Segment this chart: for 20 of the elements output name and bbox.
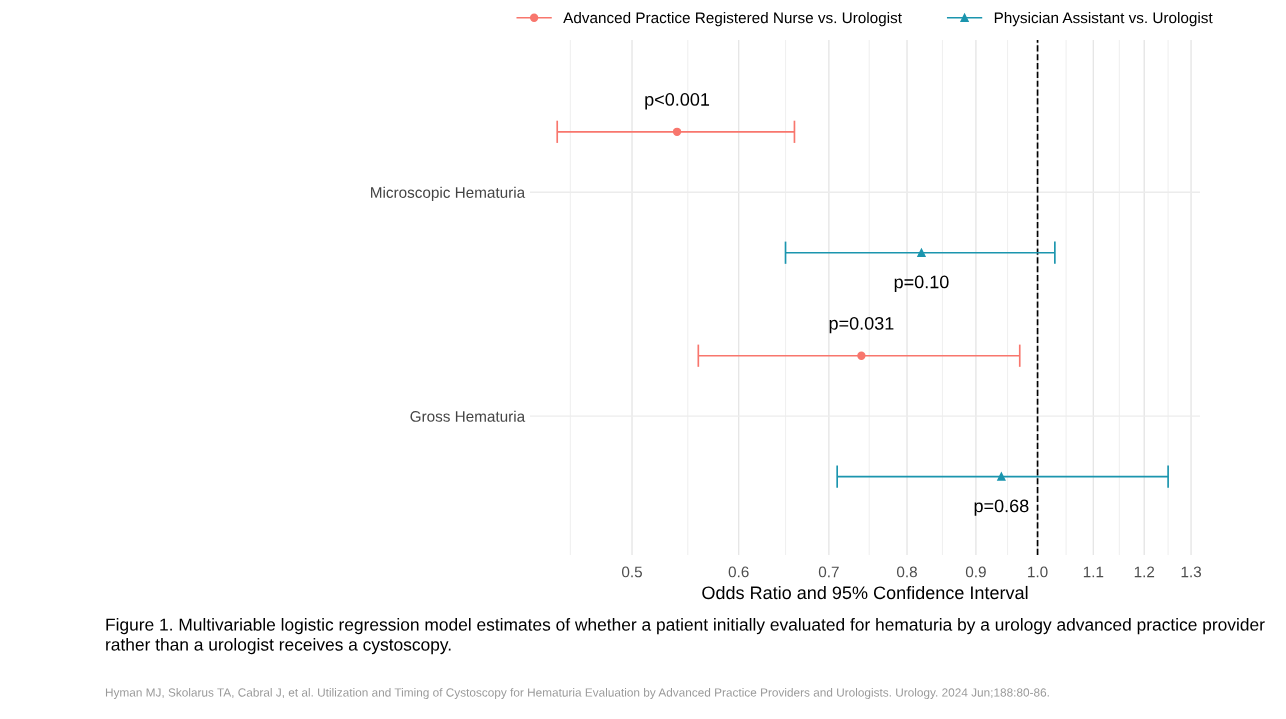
x-tick-label: 1.0 [1028, 566, 1048, 578]
caption: Figure 1. Multivariable logistic regression model estimates of whether a patient initially evaluated for hematuria by a urology advanced practice provider rather than a urologist receives a cystoscopy. [106, 618, 1265, 655]
x-tick-label: 0.9 [965, 566, 986, 578]
annotation: p=0.031 [829, 316, 894, 334]
y-tick-label: Gross Hematuria [410, 410, 526, 422]
x-tick-label: 1.1 [1083, 566, 1104, 578]
x-tick-label: 0.7 [818, 566, 839, 578]
x-tick-label: 1.3 [1181, 566, 1202, 578]
x-tick-label: 0.5 [621, 566, 642, 578]
annotation: p=0.10 [894, 275, 949, 292]
legend-label: Advanced Practice Registered Nurse vs. Urologist [563, 12, 902, 27]
legend-label: Physician Assistant vs. Urologist [994, 12, 1213, 27]
text: Hyman MJ, Skolarus TA, Cabral J, et al. Utilization and Timing of Cystoscopy for Hematuria Evaluation by Advanced Practice Providers and Urologists. Urology. 2024 Jun;188:80-86. [105, 688, 1049, 700]
x-tick-label: 0.8 [896, 566, 917, 578]
x-tick-label: 1.2 [1134, 566, 1155, 578]
annotation: p<0.001 [645, 93, 710, 110]
x-tick-label: 0.6 [728, 566, 749, 578]
y-tick-label: Microscopic Hematuria [371, 186, 526, 201]
x-axis-title: Odds Ratio and 95% Confidence Interval [702, 585, 1028, 600]
annotation: p=0.68 [974, 499, 1029, 516]
